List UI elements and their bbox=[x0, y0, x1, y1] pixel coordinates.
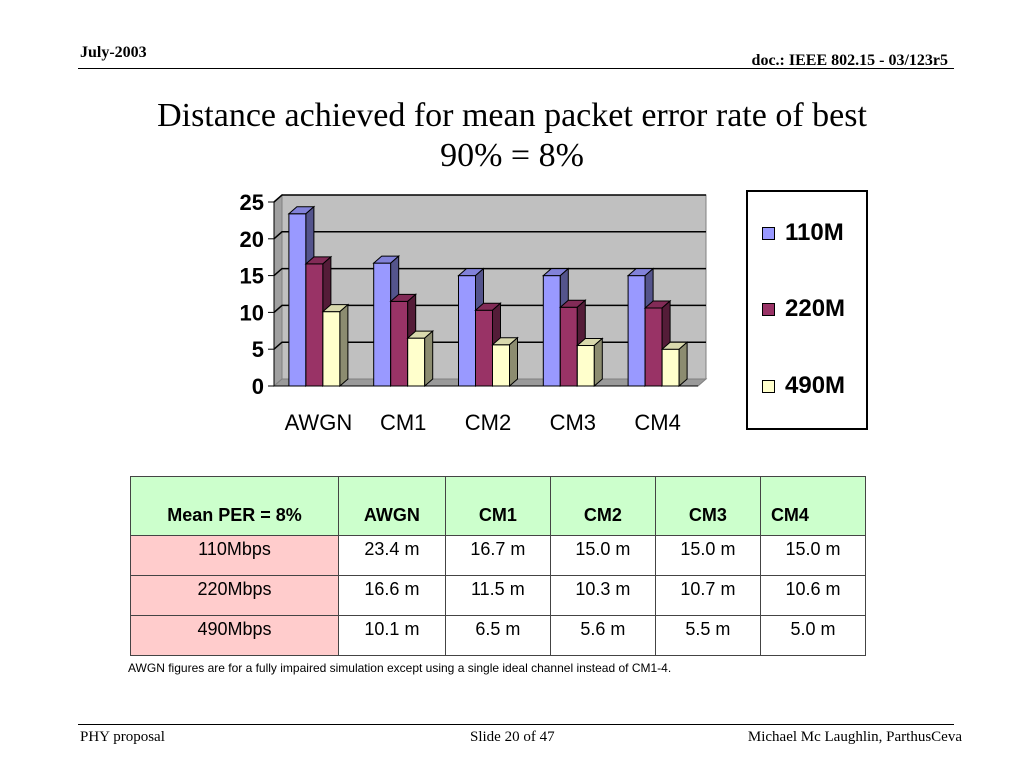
bar bbox=[288, 213, 307, 387]
table-cell: 6.5 m bbox=[444, 615, 551, 656]
bar-side bbox=[678, 341, 688, 388]
legend-item-490m: 490M bbox=[762, 372, 845, 400]
x-tick-label: CM4 bbox=[634, 410, 680, 435]
table-cell: 10.3 m bbox=[549, 575, 656, 616]
slide-title-line-2: 90% = 8% bbox=[440, 137, 584, 174]
table-cell: 10.7 m bbox=[654, 575, 761, 616]
table-cell: 10.1 m bbox=[338, 615, 446, 656]
bar bbox=[627, 275, 646, 387]
legend-swatch-490m bbox=[762, 379, 775, 393]
bar bbox=[305, 263, 324, 387]
bar bbox=[475, 309, 493, 387]
table-cell: 11.5 m bbox=[444, 575, 551, 616]
table-header-cell: AWGN bbox=[338, 476, 446, 536]
table-row: 220Mbps 16.6 m 11.5 m 10.3 m 10.7 m 10.6… bbox=[130, 575, 867, 616]
table-cell: 16.6 m bbox=[338, 575, 446, 616]
gridline bbox=[273, 231, 706, 240]
header-rule bbox=[78, 68, 954, 69]
table-header-cell: CM2 bbox=[549, 476, 656, 536]
bar bbox=[542, 275, 561, 387]
bar bbox=[322, 311, 341, 387]
bar-side bbox=[339, 303, 349, 388]
bar bbox=[644, 307, 663, 387]
per-distance-table: Mean PER = 8% AWGN CM1 CM2 CM3 CM4 110Mb… bbox=[130, 476, 867, 656]
table-row-label: 490Mbps bbox=[130, 615, 339, 656]
bar bbox=[390, 300, 409, 387]
table-cell: 5.5 m bbox=[654, 615, 761, 656]
bar-side bbox=[424, 330, 434, 388]
table-row: 110Mbps 23.4 m 16.7 m 15.0 m 15.0 m 15.0… bbox=[130, 535, 867, 576]
slide-title-line-1: Distance achieved for mean packet error … bbox=[157, 97, 867, 134]
legend-label-490m: 490M bbox=[785, 372, 846, 399]
footer-slide-number: Slide 20 of 47 bbox=[470, 729, 555, 745]
table-row-label: 110Mbps bbox=[130, 535, 339, 576]
table-cell: 15.0 m bbox=[759, 535, 867, 576]
table-cell: 16.7 m bbox=[444, 535, 551, 576]
bar bbox=[559, 306, 578, 387]
legend-item-220m: 220M bbox=[762, 295, 845, 323]
x-tick-label: AWGN bbox=[285, 410, 353, 435]
footer-rule bbox=[78, 724, 954, 725]
bar bbox=[576, 345, 595, 387]
gridline bbox=[273, 194, 706, 203]
bar-side bbox=[593, 337, 603, 388]
y-tick-label: 5 bbox=[252, 337, 264, 362]
table-cell: 10.6 m bbox=[759, 575, 867, 616]
bar bbox=[373, 262, 392, 387]
table-header-row: Mean PER = 8% AWGN CM1 CM2 CM3 CM4 bbox=[130, 476, 867, 536]
bar bbox=[492, 344, 510, 387]
y-tick-label: 0 bbox=[252, 374, 264, 399]
bar bbox=[407, 337, 426, 387]
bar bbox=[661, 348, 680, 387]
table-cell: 5.6 m bbox=[549, 615, 656, 656]
plot-side-wall bbox=[273, 193, 283, 388]
table-cell: 15.0 m bbox=[549, 535, 656, 576]
y-tick-label: 15 bbox=[240, 264, 264, 289]
x-tick-label: CM2 bbox=[465, 410, 511, 435]
legend-label-110m: 110M bbox=[785, 219, 844, 246]
chart-legend: 110M 220M 490M bbox=[746, 190, 868, 430]
x-tick-label: CM3 bbox=[550, 410, 596, 435]
legend-item-110m: 110M bbox=[762, 219, 844, 247]
slide-title: Distance achieved for mean packet error … bbox=[40, 96, 984, 176]
legend-swatch-110m bbox=[762, 226, 775, 240]
legend-label-220m: 220M bbox=[785, 295, 846, 322]
table-footnote: AWGN figures are for a fully impaired si… bbox=[128, 661, 672, 675]
footer-left: PHY proposal bbox=[80, 729, 165, 745]
table-header-cell: CM4 bbox=[759, 476, 867, 536]
table-row: 490Mbps 10.1 m 6.5 m 5.6 m 5.5 m 5.0 m bbox=[130, 615, 867, 656]
bar bbox=[458, 275, 476, 387]
legend-swatch-220m bbox=[762, 302, 775, 316]
table-header-cell: Mean PER = 8% bbox=[130, 476, 339, 536]
y-tick-label: 20 bbox=[240, 227, 264, 252]
table-header-cell: CM1 bbox=[444, 476, 551, 536]
y-tick-label: 25 bbox=[240, 190, 264, 215]
bar-side bbox=[509, 336, 518, 388]
table-cell: 15.0 m bbox=[654, 535, 761, 576]
y-tick-label: 10 bbox=[240, 300, 264, 325]
header-date: July-2003 bbox=[80, 44, 147, 61]
header-doc-id: doc.: IEEE 802.15 - 03/123r5 bbox=[751, 52, 948, 69]
footer-author: Michael Mc Laughlin, ParthusCeva bbox=[747, 729, 962, 745]
table-header-cell: CM3 bbox=[654, 476, 761, 536]
table-row-label: 220Mbps bbox=[130, 575, 339, 616]
table-cell: 23.4 m bbox=[338, 535, 446, 576]
bar-chart: 0 5 10 15 20 25 AWGN CM1 CM2 CM3 CM4 bbox=[240, 190, 708, 435]
table-cell: 5.0 m bbox=[759, 615, 867, 656]
x-tick-label: CM1 bbox=[380, 410, 426, 435]
